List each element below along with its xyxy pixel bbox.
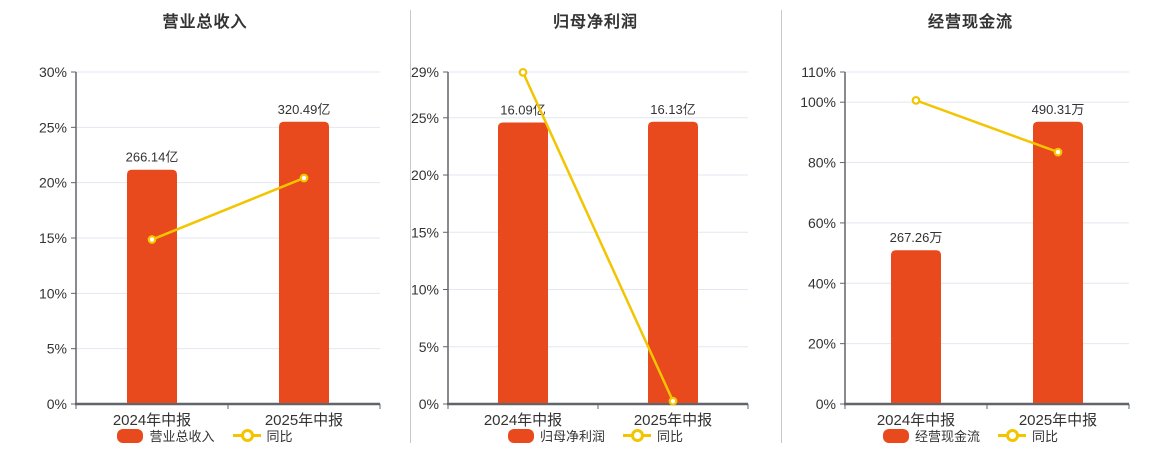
- y-tick-label: 0%: [419, 396, 439, 412]
- yoy-marker-1[interactable]: [299, 173, 309, 183]
- y-tick-label: 5%: [419, 339, 439, 355]
- yoy-marker-0[interactable]: [147, 235, 157, 244]
- cash-flow-chart-plot: 0% 20% 40% 60% 80% 100% 110% 267.26万 490.31万 2024…: [800, 64, 1130, 429]
- legend-net-profit: 归母净利润 同比: [410, 426, 781, 445]
- bar-value-label: 267.26万: [890, 230, 943, 245]
- bar-swatch-icon: [507, 428, 534, 443]
- y-tick-label: 20%: [808, 336, 836, 352]
- bar-0[interactable]: [891, 250, 941, 403]
- legend-item-net-profit-bar[interactable]: 归母净利润: [507, 426, 605, 445]
- bar-value-label: 266.14亿: [126, 150, 179, 165]
- net-profit-chart-plot: 0% 5% 10% 15% 20% 25% 29% 16.09亿 16.13亿 2024年中报 20…: [411, 64, 749, 429]
- bar-value-label: 320.49亿: [278, 102, 331, 117]
- y-tick-label: 5%: [47, 341, 67, 357]
- y-tick-label: 25%: [39, 119, 67, 135]
- bar-value-label: 16.09亿: [500, 102, 546, 117]
- legend-item-yoy-line[interactable]: 同比: [998, 426, 1058, 445]
- legend-label: 同比: [657, 429, 684, 444]
- bar-1[interactable]: [279, 121, 329, 404]
- bar-value-label: 490.31万: [1032, 102, 1085, 117]
- legend-label: 营业总收入: [149, 429, 215, 444]
- bar-0[interactable]: [127, 169, 177, 403]
- bar-value-label: 16.13亿: [650, 102, 696, 117]
- yoy-line: [521, 71, 675, 403]
- x-category-label: 2025年中报: [1019, 412, 1097, 429]
- chart-panel-net-profit: 0% 5% 10% 15% 20% 25% 29% 16.09亿 16.13亿 2024年中报 20…: [410, 0, 781, 450]
- yoy-marker-0[interactable]: [911, 95, 921, 105]
- y-tick-label: 30%: [39, 64, 67, 80]
- bar-swatch-icon: [117, 428, 144, 443]
- legend-item-revenue-bar[interactable]: 营业总收入: [117, 426, 215, 445]
- yoy-line: [150, 176, 306, 241]
- line-marker-swatch-icon: [998, 428, 1026, 443]
- y-tick-label: 29%: [411, 64, 439, 80]
- bar-1[interactable]: [648, 121, 698, 404]
- yoy-marker-1[interactable]: [1053, 147, 1063, 157]
- legend-item-cash-flow-bar[interactable]: 经营现金流: [882, 426, 980, 445]
- y-tick-label: 20%: [411, 167, 439, 183]
- x-category-label: 2025年中报: [634, 412, 712, 429]
- line-marker-swatch-icon: [623, 428, 651, 443]
- y-tick-label: 0%: [47, 396, 67, 412]
- legend-label: 同比: [1032, 429, 1059, 444]
- y-tick-label: 15%: [411, 224, 439, 240]
- bar-1[interactable]: [1033, 121, 1083, 404]
- legend-item-yoy-line[interactable]: 同比: [623, 426, 683, 445]
- y-tick-label: 10%: [411, 282, 439, 298]
- legend-item-yoy-line[interactable]: 同比: [232, 426, 293, 445]
- chart-panel-cash-flow: 0% 20% 40% 60% 80% 100% 110% 267.26万 490.31万 2024…: [781, 0, 1160, 450]
- x-category-label: 2025年中报: [265, 412, 343, 429]
- revenue-chart-plot: 0% 5% 10% 15% 20% 25% 30% 266.14亿 320.49亿 2024年中报…: [39, 64, 381, 429]
- y-tick-label: 10%: [39, 285, 67, 301]
- chart-title-net-profit: 归母净利润: [552, 14, 638, 31]
- legend-label: 经营现金流: [914, 429, 980, 444]
- yoy-marker-0[interactable]: [518, 67, 528, 77]
- y-tick-label: 40%: [808, 275, 836, 291]
- line-marker-swatch-icon: [232, 428, 261, 443]
- y-tick-label: 110%: [801, 64, 836, 80]
- chart-title-cash-flow: 经营现金流: [927, 14, 1013, 31]
- chart-title-revenue: 营业总收入: [162, 14, 248, 31]
- y-tick-label: 0%: [816, 396, 836, 412]
- yoy-line: [914, 99, 1060, 154]
- y-tick-label: 15%: [39, 230, 67, 246]
- chart-panel-revenue: 0% 5% 10% 15% 20% 25% 30% 266.14亿 320.49亿 2024年中报…: [0, 0, 410, 450]
- panel-divider: [781, 10, 782, 443]
- y-tick-label: 60%: [808, 215, 836, 231]
- x-category-label: 2024年中报: [113, 412, 191, 429]
- panel-divider: [410, 10, 411, 443]
- legend-label: 归母净利润: [539, 429, 605, 444]
- x-category-label: 2024年中报: [877, 412, 955, 429]
- y-tick-label: 80%: [808, 155, 836, 171]
- y-tick-label: 25%: [411, 110, 439, 126]
- y-tick-label: 100%: [800, 94, 836, 110]
- y-tick-label: 20%: [39, 175, 67, 191]
- legend-revenue: 营业总收入 同比: [0, 426, 410, 445]
- yoy-marker-1[interactable]: [668, 396, 678, 406]
- x-category-label: 2024年中报: [484, 412, 562, 429]
- bar-0[interactable]: [498, 122, 548, 403]
- legend-label: 同比: [266, 429, 293, 444]
- bar-swatch-icon: [882, 428, 909, 443]
- legend-cash-flow: 经营现金流 同比: [781, 426, 1160, 445]
